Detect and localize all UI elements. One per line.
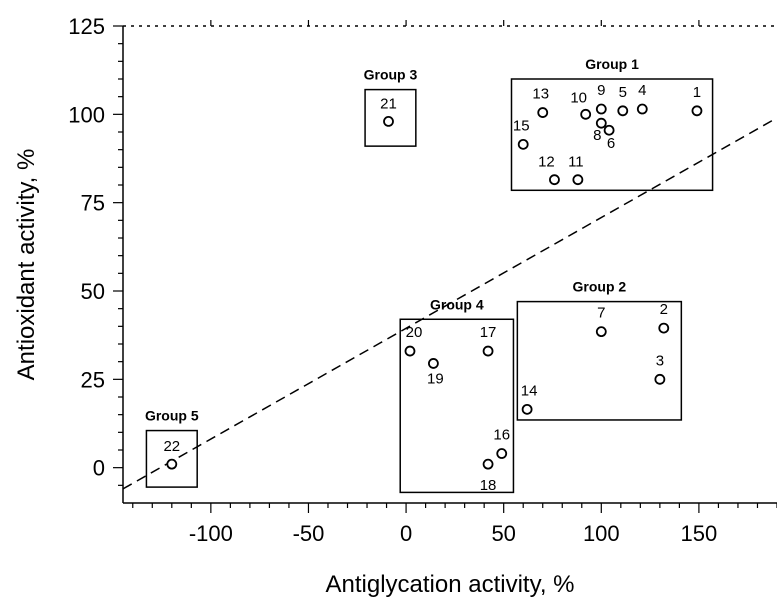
group-label-3: Group 3 xyxy=(364,67,418,83)
point-label: 8 xyxy=(593,127,601,144)
y-axis-title: Antioxidant activity, % xyxy=(13,149,40,381)
data-point xyxy=(537,107,549,118)
point-label: 20 xyxy=(406,324,423,341)
y-tick-label: 25 xyxy=(81,367,105,392)
y-tick-label: 125 xyxy=(68,14,105,39)
data-point xyxy=(428,358,439,369)
x-tick-label: 0 xyxy=(400,521,412,546)
data-point xyxy=(383,116,394,127)
point-label: 5 xyxy=(619,84,627,101)
trendline-layer xyxy=(122,117,777,490)
group-box-4 xyxy=(399,318,515,494)
data-point xyxy=(166,458,178,470)
x-axis-title: Antiglycation activity, % xyxy=(326,571,575,598)
point-label: 18 xyxy=(480,477,497,494)
group-label-4: Group 4 xyxy=(430,296,484,312)
y-tick-label: 75 xyxy=(81,191,105,216)
x-tick-label: 100 xyxy=(583,521,620,546)
point-label: 9 xyxy=(597,82,605,99)
point-label: 22 xyxy=(163,438,180,455)
data-point xyxy=(595,103,607,115)
group-box-1 xyxy=(510,78,714,192)
group-label-2: Group 2 xyxy=(573,279,627,295)
y-tick-label: 50 xyxy=(81,279,105,304)
x-tick-label: -100 xyxy=(189,521,233,546)
data-point xyxy=(404,345,416,357)
point-label: 10 xyxy=(570,89,587,106)
point-label: 17 xyxy=(480,324,497,341)
point-label: 4 xyxy=(638,82,646,99)
data-point xyxy=(549,174,560,186)
point-label: 7 xyxy=(597,305,605,322)
data-point xyxy=(691,105,703,117)
x-tick-label: 50 xyxy=(491,521,515,546)
data-point xyxy=(603,124,615,136)
data-point xyxy=(572,174,584,186)
data-point xyxy=(617,105,629,117)
group-box-5 xyxy=(145,429,198,488)
data-point xyxy=(580,108,592,120)
y-tick-label: 100 xyxy=(68,102,105,127)
point-label: 15 xyxy=(513,117,530,134)
data-point xyxy=(654,373,666,385)
group-box-2 xyxy=(516,300,683,421)
point-label: 19 xyxy=(427,370,444,387)
point-label: 2 xyxy=(660,301,668,318)
group-boxes: Group 1 Group 2 Group 3 Group 4 Group 5 xyxy=(145,56,714,494)
point-label: 16 xyxy=(493,427,510,444)
data-point xyxy=(482,458,494,470)
group-box-3 xyxy=(364,88,417,147)
trendline xyxy=(122,117,777,490)
x-tick-label: -50 xyxy=(293,521,325,546)
point-label: 12 xyxy=(538,154,555,171)
data-point xyxy=(595,326,607,338)
x-tick-label: 150 xyxy=(681,521,718,546)
point-label: 1 xyxy=(693,84,701,101)
point-label: 6 xyxy=(607,135,615,152)
point-label: 21 xyxy=(380,95,397,112)
data-point xyxy=(482,345,494,357)
point-label: 13 xyxy=(532,86,549,103)
data-point xyxy=(595,117,607,129)
point-label: 11 xyxy=(568,154,584,171)
group-label-5: Group 5 xyxy=(145,408,199,424)
point-label: 3 xyxy=(656,352,664,369)
point-label: 14 xyxy=(521,382,538,399)
data-point xyxy=(496,448,508,459)
data-point xyxy=(658,322,670,334)
data-point xyxy=(517,138,529,150)
group-label-1: Group 1 xyxy=(585,56,639,72)
data-point xyxy=(521,403,533,415)
data-point xyxy=(636,103,648,115)
y-tick-label: 0 xyxy=(93,456,105,481)
